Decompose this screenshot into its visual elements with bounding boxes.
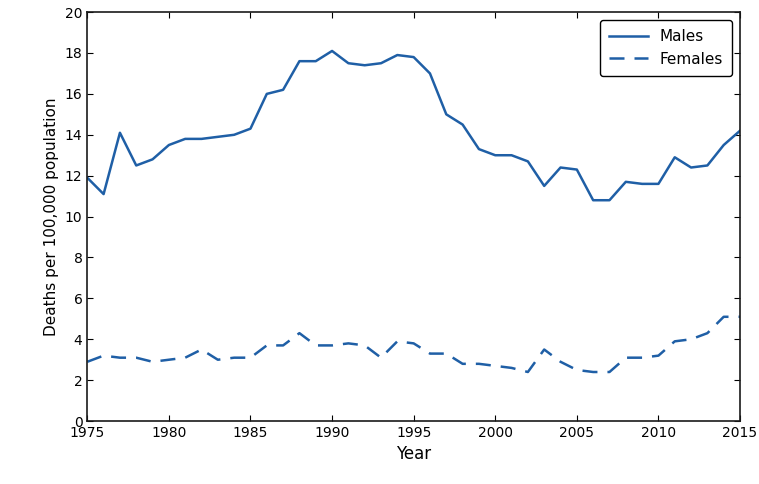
Males	[344, 60, 353, 66]
Line: Males: Males	[87, 51, 740, 200]
Males	[99, 191, 108, 197]
Females	[115, 355, 124, 361]
Males	[621, 179, 630, 185]
Females	[409, 340, 418, 346]
Males	[262, 91, 271, 97]
Females	[588, 369, 597, 375]
Females	[229, 355, 238, 361]
Males	[523, 158, 532, 164]
Males	[279, 87, 288, 93]
Females	[540, 347, 549, 352]
Males	[605, 197, 614, 203]
Males	[311, 58, 320, 64]
Females	[653, 353, 663, 359]
Males	[670, 154, 679, 160]
Females	[376, 355, 386, 361]
Males	[458, 121, 467, 127]
Males	[213, 134, 222, 140]
Males	[164, 142, 173, 148]
Females	[148, 359, 157, 364]
Females	[507, 365, 516, 371]
Males	[131, 163, 140, 168]
Males	[490, 152, 499, 158]
X-axis label: Year: Year	[396, 445, 431, 464]
Males	[556, 165, 565, 170]
Females	[197, 347, 206, 352]
Legend: Males, Females: Males, Females	[600, 20, 732, 76]
Males	[735, 128, 745, 134]
Females	[556, 359, 565, 364]
Females	[131, 355, 140, 361]
Y-axis label: Deaths per 100,000 population: Deaths per 100,000 population	[44, 97, 59, 336]
Males	[181, 136, 190, 142]
Males	[148, 156, 157, 162]
Females	[490, 363, 499, 369]
Females	[474, 361, 483, 367]
Females	[294, 330, 304, 336]
Females	[686, 336, 695, 342]
Females	[670, 338, 679, 344]
Males	[327, 48, 336, 54]
Males	[392, 52, 402, 58]
Females	[164, 357, 173, 363]
Females	[523, 369, 532, 375]
Females	[181, 355, 190, 361]
Males	[360, 62, 369, 68]
Males	[83, 175, 92, 181]
Line: Females: Females	[87, 317, 740, 372]
Females	[605, 369, 614, 375]
Females	[458, 361, 467, 367]
Females	[638, 355, 647, 361]
Males	[409, 54, 418, 60]
Males	[686, 165, 695, 170]
Males	[425, 71, 434, 76]
Females	[703, 330, 712, 336]
Females	[392, 338, 402, 344]
Males	[720, 142, 729, 148]
Females	[83, 359, 92, 364]
Females	[720, 314, 729, 320]
Females	[246, 355, 255, 361]
Males	[638, 181, 647, 187]
Males	[229, 132, 238, 138]
Males	[588, 197, 597, 203]
Females	[360, 343, 369, 348]
Males	[376, 60, 386, 66]
Males	[474, 146, 483, 152]
Males	[442, 111, 451, 117]
Females	[311, 343, 320, 348]
Females	[572, 367, 581, 373]
Males	[653, 181, 663, 187]
Males	[197, 136, 206, 142]
Females	[279, 343, 288, 348]
Males	[115, 130, 124, 136]
Females	[344, 340, 353, 346]
Females	[442, 351, 451, 357]
Males	[572, 166, 581, 172]
Females	[425, 351, 434, 357]
Males	[507, 152, 516, 158]
Females	[327, 343, 336, 348]
Females	[621, 355, 630, 361]
Females	[735, 314, 745, 320]
Females	[262, 343, 271, 348]
Males	[294, 58, 304, 64]
Females	[99, 353, 108, 359]
Males	[540, 183, 549, 189]
Males	[703, 163, 712, 168]
Females	[213, 357, 222, 363]
Males	[246, 126, 255, 132]
